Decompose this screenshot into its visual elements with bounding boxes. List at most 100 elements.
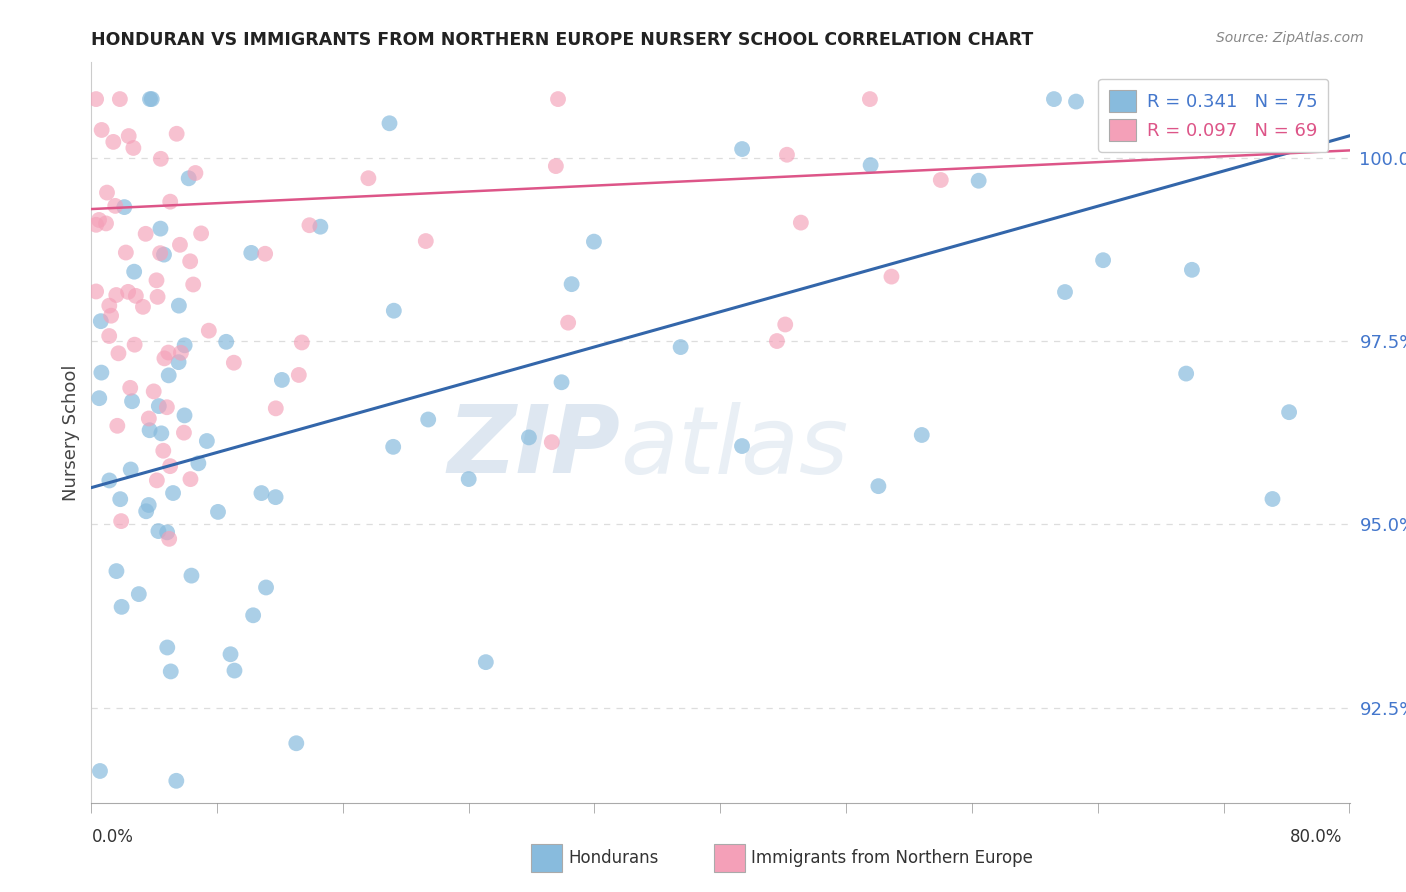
Point xyxy=(108,92,131,106)
Point xyxy=(159,459,181,474)
Point xyxy=(89,391,111,405)
Point xyxy=(1064,95,1087,109)
Point xyxy=(557,316,579,330)
Point xyxy=(198,324,221,338)
Point xyxy=(766,334,789,348)
Point xyxy=(152,443,174,458)
Point xyxy=(90,366,112,380)
Text: |: | xyxy=(342,803,344,814)
Point xyxy=(142,384,165,399)
Point xyxy=(561,277,583,292)
Point xyxy=(122,141,145,155)
Text: |: | xyxy=(845,803,848,814)
Text: |: | xyxy=(1097,803,1099,814)
Point xyxy=(105,418,128,433)
Point xyxy=(173,425,195,440)
Text: |: | xyxy=(467,803,471,814)
Point xyxy=(103,135,125,149)
Point xyxy=(100,309,122,323)
Point xyxy=(146,474,169,488)
Point xyxy=(96,186,118,200)
Point xyxy=(967,174,990,188)
Point xyxy=(157,368,180,383)
Point xyxy=(177,171,200,186)
Point xyxy=(120,381,142,395)
Point xyxy=(84,218,107,232)
Point xyxy=(90,314,112,328)
Point xyxy=(149,246,172,260)
Point xyxy=(190,227,212,241)
Point xyxy=(156,525,179,540)
Point xyxy=(121,394,143,409)
Text: HONDURAN VS IMMIGRANTS FROM NORTHERN EUROPE NURSERY SCHOOL CORRELATION CHART: HONDURAN VS IMMIGRANTS FROM NORTHERN EUR… xyxy=(91,31,1033,49)
Point xyxy=(1175,367,1198,381)
Point xyxy=(135,504,157,518)
Point xyxy=(298,219,321,233)
Point xyxy=(149,152,172,166)
Point xyxy=(1261,491,1284,506)
Point xyxy=(118,129,141,144)
Text: ZIP: ZIP xyxy=(447,401,620,493)
Point xyxy=(1053,285,1076,299)
Point xyxy=(215,334,238,349)
Point xyxy=(146,290,169,304)
Point xyxy=(157,532,180,546)
Point xyxy=(222,356,245,370)
Point xyxy=(150,426,173,441)
Point xyxy=(167,299,190,313)
Point xyxy=(457,472,479,486)
Point xyxy=(148,399,170,413)
Point xyxy=(868,479,890,493)
Point xyxy=(153,351,176,366)
Point xyxy=(135,227,157,241)
Point xyxy=(187,456,209,470)
Point xyxy=(169,237,191,252)
Point xyxy=(1181,262,1204,277)
Point xyxy=(124,337,146,351)
Point xyxy=(141,92,163,106)
Point xyxy=(418,412,440,426)
Point xyxy=(120,462,142,476)
Point xyxy=(132,300,155,314)
Point xyxy=(159,194,181,209)
Point xyxy=(1278,405,1301,419)
Point xyxy=(128,587,150,601)
Text: Source: ZipAtlas.com: Source: ZipAtlas.com xyxy=(1216,31,1364,45)
Point xyxy=(285,736,308,750)
Point xyxy=(240,246,263,260)
Point xyxy=(148,524,170,538)
Text: |: | xyxy=(718,803,723,814)
Point xyxy=(166,127,188,141)
Point xyxy=(115,245,138,260)
Point xyxy=(1043,92,1066,106)
Point xyxy=(224,664,246,678)
Point xyxy=(270,373,292,387)
Point xyxy=(929,173,952,187)
Point xyxy=(1092,253,1115,268)
Point xyxy=(179,254,201,268)
Text: Hondurans: Hondurans xyxy=(568,849,658,867)
Point xyxy=(98,329,121,343)
Point xyxy=(242,608,264,623)
Point xyxy=(179,472,201,486)
Point xyxy=(98,474,121,488)
Point xyxy=(138,411,160,425)
Point xyxy=(264,401,287,416)
Point xyxy=(517,430,540,444)
Point xyxy=(117,285,139,299)
Point xyxy=(475,655,498,669)
Point xyxy=(288,368,311,382)
Point xyxy=(859,92,882,106)
Point xyxy=(98,299,121,313)
Point xyxy=(254,581,277,595)
Point xyxy=(669,340,692,354)
Point xyxy=(184,166,207,180)
Point xyxy=(156,401,179,415)
Point xyxy=(110,599,132,614)
Point xyxy=(254,246,277,260)
Point xyxy=(153,247,176,261)
Point xyxy=(181,277,204,292)
Point xyxy=(104,199,127,213)
Point xyxy=(157,345,180,359)
Point xyxy=(165,773,187,788)
